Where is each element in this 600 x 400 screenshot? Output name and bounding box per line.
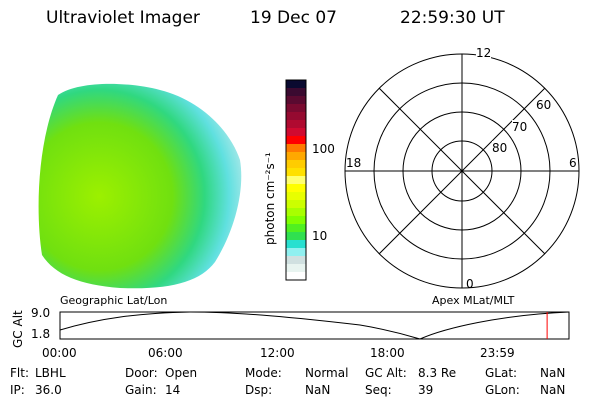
colorbar-swatch	[286, 224, 306, 233]
status-value: Normal	[305, 366, 349, 380]
xtick: 23:59	[480, 346, 515, 360]
colorbar-swatch	[286, 264, 306, 273]
status-value: NaN	[305, 383, 331, 397]
polar-label-6: 6	[569, 156, 577, 170]
colorbar-swatch	[286, 232, 306, 241]
xtick: 18:00	[370, 346, 405, 360]
colorbar-swatch	[286, 136, 306, 145]
colorbar-swatch	[286, 248, 306, 257]
status-value: 39	[418, 383, 434, 397]
colorbar-swatch	[286, 104, 306, 113]
orbit-altitude-curve	[59, 311, 570, 340]
status-value: NaN	[540, 366, 566, 380]
colorbar-swatch	[286, 88, 306, 97]
colorbar-swatch	[286, 200, 306, 209]
xtick: 12:00	[260, 346, 295, 360]
colorbar	[285, 79, 307, 281]
instrument-title: Ultraviolet Imager	[46, 8, 200, 28]
polar-grid	[344, 53, 580, 289]
colorbar-label: photon cm⁻²s⁻¹	[263, 152, 277, 245]
status-value: Open	[165, 366, 198, 380]
polar-label-0: 0	[466, 277, 474, 291]
colorbar-swatch	[286, 216, 306, 225]
status-label: IP:	[10, 383, 25, 397]
colorbar-swatch	[286, 152, 306, 161]
status-label: GC Alt:	[365, 366, 407, 380]
status-label: Gain:	[125, 383, 157, 397]
status-value: 8.3 Re	[418, 366, 457, 380]
colorbar-swatch	[286, 168, 306, 177]
colorbar-swatch	[286, 112, 306, 121]
status-value: 36.0	[35, 383, 62, 397]
colorbar-swatch	[286, 272, 306, 281]
polar-label-18: 18	[346, 156, 362, 170]
ring-60: 60	[536, 98, 552, 112]
colorbar-tick-10: 10	[312, 229, 328, 243]
status-label: Door:	[125, 366, 158, 380]
colorbar-swatch	[286, 128, 306, 137]
status-label: Dsp:	[245, 383, 273, 397]
status-label: Mode:	[245, 366, 282, 380]
colorbar-tick-100: 100	[312, 142, 335, 156]
status-label: GLon:	[485, 383, 520, 397]
auroral-image	[38, 83, 242, 289]
ring-70: 70	[512, 120, 528, 134]
colorbar-swatch	[286, 240, 306, 249]
status-value: 14	[165, 383, 181, 397]
colorbar-swatch	[286, 120, 306, 129]
status-value: LBHL	[35, 366, 66, 380]
time: 22:59:30 UT	[400, 8, 505, 28]
orbit-plot-frame	[59, 311, 570, 340]
colorbar-swatch	[286, 96, 306, 105]
colorbar-swatch	[286, 208, 306, 217]
status-value: NaN	[540, 383, 566, 397]
apex-label: Apex MLat/MLT	[432, 294, 515, 307]
polar-label-12: 12	[476, 46, 492, 60]
ytick-1.8: 1.8	[31, 327, 51, 341]
date: 19 Dec 07	[250, 8, 337, 28]
colorbar-swatch	[286, 80, 306, 89]
colorbar-swatch	[286, 176, 306, 185]
xtick: 06:00	[148, 346, 183, 360]
colorbar-swatch	[286, 144, 306, 153]
geographic-label: Geographic Lat/Lon	[60, 294, 168, 307]
orbit-ylabel: GC Alt	[11, 310, 25, 348]
status-label: Flt:	[10, 366, 29, 380]
xtick: 00:00	[42, 346, 77, 360]
ytick-9: 9.0	[31, 306, 51, 320]
colorbar-swatch	[286, 160, 306, 169]
ring-80: 80	[492, 141, 508, 155]
colorbar-swatch	[286, 184, 306, 193]
status-label: GLat:	[485, 366, 518, 380]
colorbar-swatch	[286, 192, 306, 201]
status-label: Seq:	[365, 383, 392, 397]
colorbar-swatch	[286, 256, 306, 265]
